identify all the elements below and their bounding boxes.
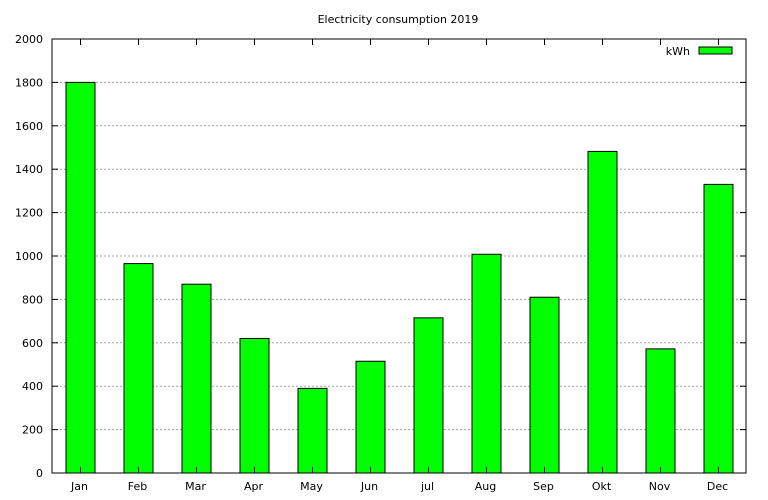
x-tick-label: Okt (592, 480, 612, 493)
x-tick-label: Jun (360, 480, 378, 493)
y-tick-label: 0 (36, 467, 43, 480)
bar-jul (413, 317, 444, 474)
y-tick-label: 1200 (15, 207, 43, 220)
x-tick-label: Sep (533, 480, 554, 493)
x-tick-labels: Jan Feb Mar Apr May Jun jul Aug Sep Okt Nov Dec (70, 480, 728, 493)
y-tick-label: 600 (22, 337, 43, 350)
y-tick-label: 1800 (15, 76, 43, 89)
x-tick-label: Feb (128, 480, 147, 493)
legend-label: kWh (666, 45, 690, 58)
bar-jun (355, 360, 386, 474)
x-tick-label: Jan (70, 480, 88, 493)
y-tick-label: 400 (22, 380, 43, 393)
y-tick-label: 1600 (15, 120, 43, 133)
bar-may (297, 387, 328, 474)
bar-apr (239, 337, 270, 474)
bar-okt (587, 150, 618, 474)
y-tick-label: 1400 (15, 163, 43, 176)
x-tick-label: Mar (185, 480, 206, 493)
bar-nov (645, 348, 676, 474)
grid-lines (52, 81, 746, 431)
x-tick-label: Apr (244, 480, 264, 493)
legend-swatch (698, 46, 733, 55)
bar-sep (529, 296, 560, 474)
bar-series (65, 81, 734, 474)
bar-mar (181, 283, 212, 474)
x-tick-label: Dec (707, 480, 728, 493)
bar-aug (471, 253, 502, 474)
y-tick-label: 1000 (15, 250, 43, 263)
x-tick-label: Nov (649, 480, 671, 493)
y-tick-label: 800 (22, 293, 43, 306)
x-tick-label: Aug (475, 480, 496, 493)
y-tick-labels: 0 200 400 600 800 1000 1200 1400 1600 1800 2000 (15, 33, 43, 480)
bar-dec (703, 183, 734, 474)
x-tick-label: jul (420, 480, 434, 493)
bar-feb (123, 263, 154, 474)
chart-title: Electricity consumption 2019 (318, 13, 479, 26)
y-tick-label: 2000 (15, 33, 43, 46)
legend: kWh (666, 45, 733, 58)
bar-jan (65, 81, 96, 474)
y-tick-label: 200 (22, 424, 43, 437)
tick-marks (52, 38, 746, 474)
x-tick-label: May (300, 480, 323, 493)
